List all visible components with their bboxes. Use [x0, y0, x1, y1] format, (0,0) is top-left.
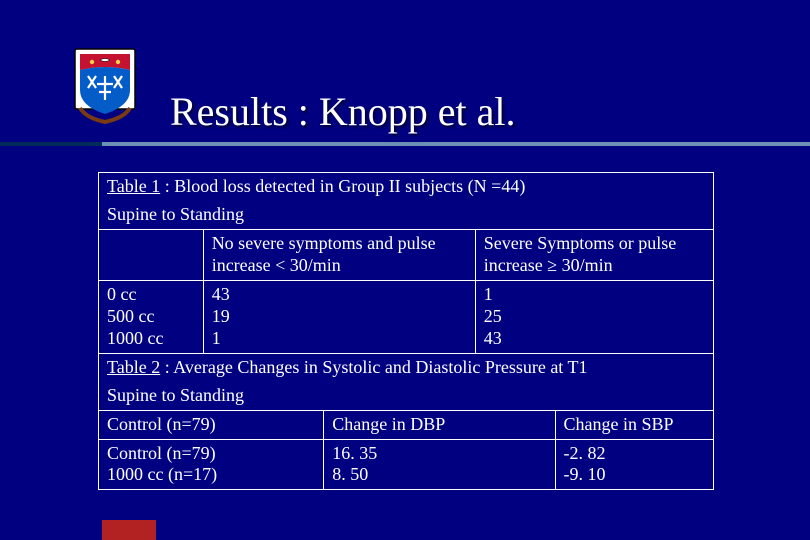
table1-row-no-severe: 43: [212, 284, 467, 306]
table2-header-col2: Change in DBP: [324, 411, 555, 439]
table2-header-col3: Change in SBP: [556, 411, 714, 439]
results-table: Table 1 : Blood loss detected in Group I…: [98, 172, 714, 490]
penn-shield-icon: [74, 48, 136, 124]
table1-header-no-severe: No severe symptoms and pulse increase < …: [204, 230, 476, 280]
table1-row-severe: 25: [484, 306, 705, 328]
table2-row-dbp: 16. 35: [332, 443, 546, 465]
table1-caption-label: Table 1: [107, 176, 160, 196]
table2-header-col1: Control (n=79): [99, 411, 324, 439]
table1-header-blank: [99, 230, 204, 280]
table1-row-label: 500 cc: [107, 306, 195, 328]
table1-row-label: 0 cc: [107, 284, 195, 306]
table2-row-dbp: 8. 50: [332, 464, 546, 486]
table2-row-sbp: -2. 82: [564, 443, 706, 465]
table2-subtitle: Supine to Standing: [99, 382, 713, 410]
table1-row-no-severe: 1: [212, 328, 467, 350]
table2-caption-label: Table 2: [107, 357, 160, 377]
table1-row-no-severe: 19: [212, 306, 467, 328]
table2-row-label: 1000 cc (n=17): [107, 464, 315, 486]
accent-square: [102, 520, 156, 540]
table2-caption-text: : Average Changes in Systolic and Diasto…: [160, 357, 587, 377]
table2-row-sbp: -9. 10: [564, 464, 706, 486]
table1-row-severe: 43: [484, 328, 705, 350]
title-underline: [0, 142, 810, 146]
table1-row-severe: 1: [484, 284, 705, 306]
table1-subtitle: Supine to Standing: [99, 201, 713, 229]
table2-row-label: Control (n=79): [107, 443, 315, 465]
table1-header-severe: Severe Symptoms or pulse increase ≥ 30/m…: [476, 230, 713, 280]
table1-row-label: 1000 cc: [107, 328, 195, 350]
slide-title: Results : Knopp et al.: [170, 88, 516, 135]
table1-caption-text: : Blood loss detected in Group II subjec…: [160, 176, 525, 196]
